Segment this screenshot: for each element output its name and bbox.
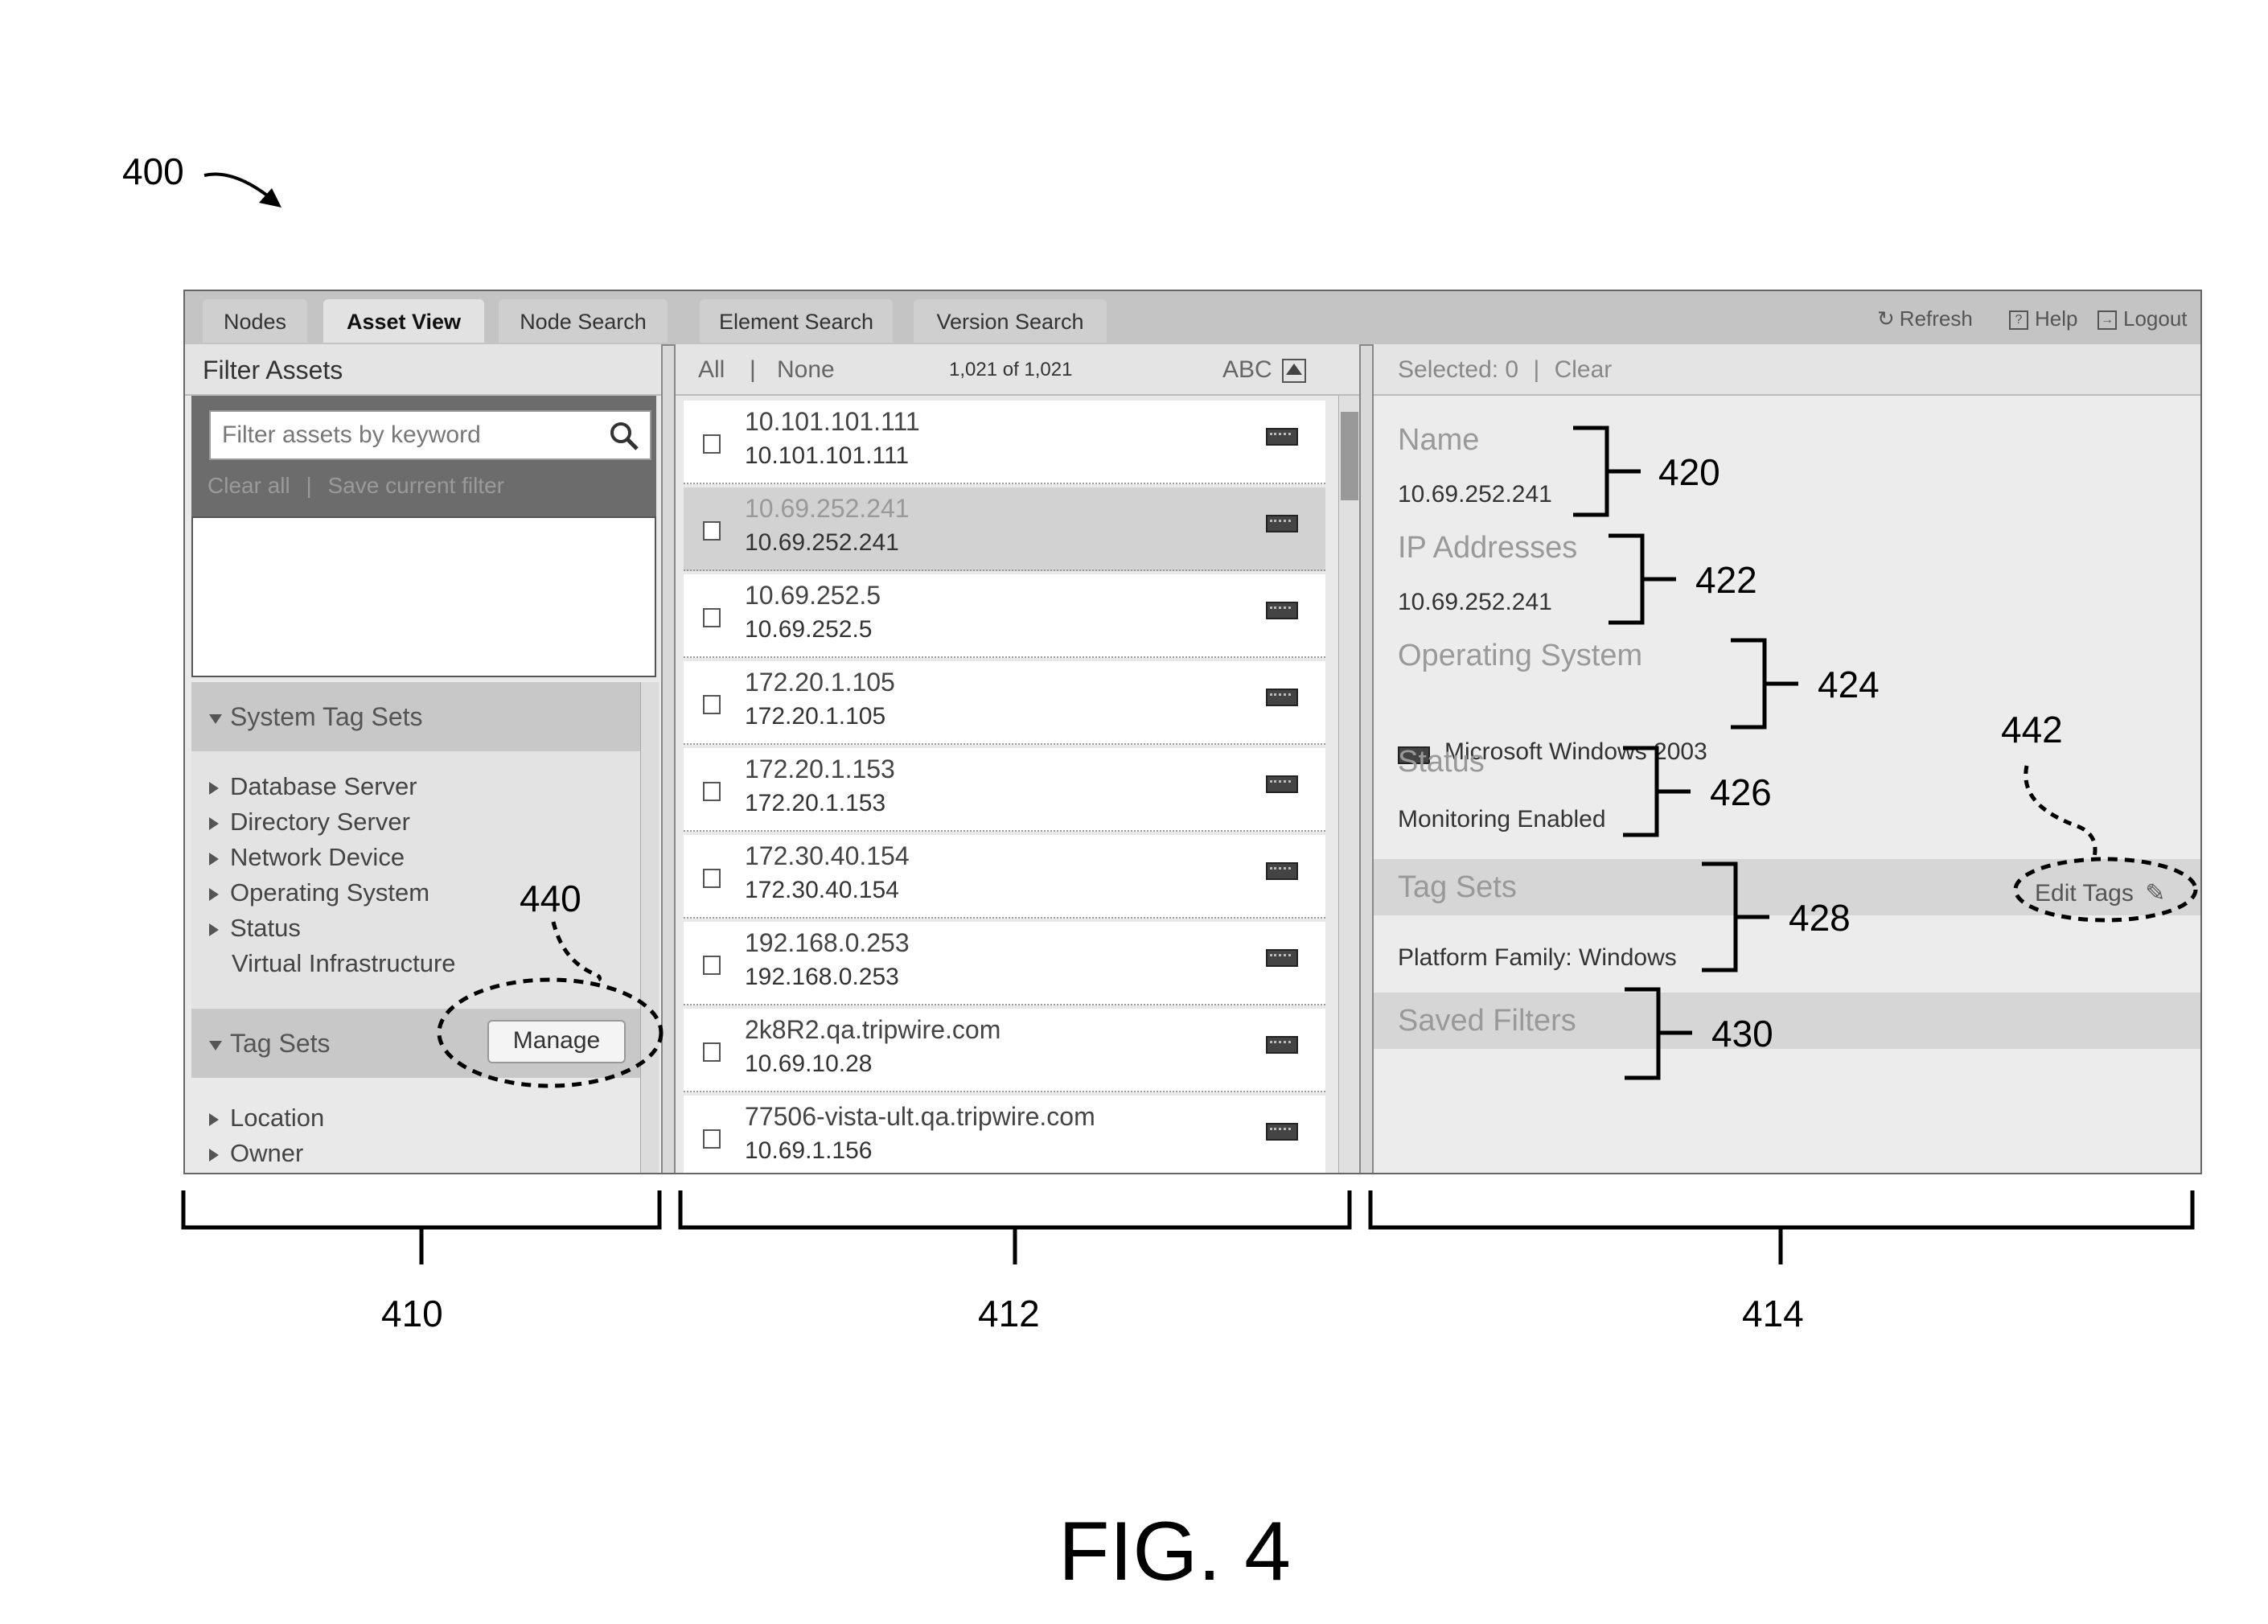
callout-424: 424: [1818, 663, 1880, 706]
callout-430: 430: [1711, 1012, 1773, 1055]
callout-422: 422: [1695, 558, 1757, 602]
callout-414: 414: [1742, 1292, 1804, 1335]
callout-428: 428: [1789, 896, 1851, 939]
callout-412: 412: [978, 1292, 1040, 1335]
callout-426: 426: [1710, 771, 1772, 814]
callout-442: 442: [2001, 708, 2063, 751]
callout-410: 410: [381, 1292, 443, 1335]
callout-440: 440: [520, 877, 581, 920]
callout-420: 420: [1658, 450, 1720, 494]
figure-title: FIG. 4: [1058, 1504, 1291, 1600]
